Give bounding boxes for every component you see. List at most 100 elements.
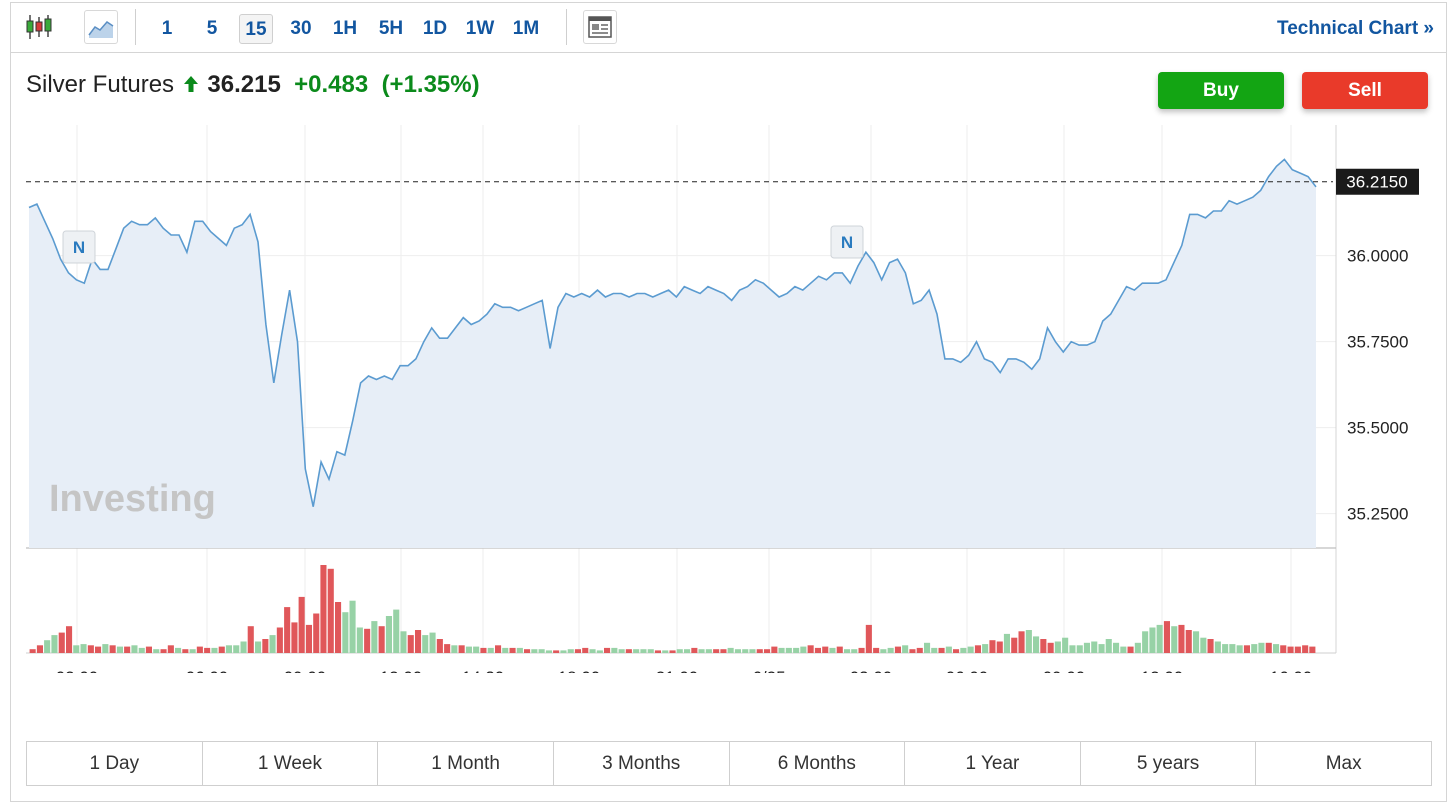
period-15[interactable]: 15: [239, 14, 273, 44]
volume-bar: [1091, 641, 1098, 653]
technical-chart-link[interactable]: Technical Chart »: [1277, 18, 1434, 39]
volume-bar: [538, 649, 545, 653]
buy-button[interactable]: Buy: [1158, 72, 1284, 109]
volume-bar: [458, 645, 465, 653]
instrument-header: Silver Futures 36.215 +0.483 (+1.35%): [26, 71, 480, 100]
range-1-month[interactable]: 1 Month: [378, 742, 554, 785]
volume-bar: [1280, 645, 1287, 653]
volume-bar: [1003, 633, 1010, 653]
range-3-months[interactable]: 3 Months: [554, 742, 730, 785]
volume-bar: [640, 649, 647, 653]
last-price-marker: 36.2150: [26, 168, 1419, 195]
chart-toolbar: 1 5 15 30 1H 5H 1D 1W 1M Technical Chart…: [11, 3, 1446, 53]
volume-bar: [1149, 627, 1156, 653]
volume-bar: [1025, 630, 1032, 653]
volume-bar: [756, 649, 763, 653]
volume-bar: [407, 635, 414, 653]
volume-bar: [582, 647, 589, 653]
svg-text:36.2150: 36.2150: [1346, 173, 1407, 192]
volume-bar: [73, 645, 80, 653]
price-line: [28, 158, 1317, 507]
volume-bar: [974, 645, 981, 653]
volume-bar: [87, 645, 94, 653]
news-panel-icon[interactable]: [583, 10, 617, 44]
period-1w[interactable]: 1W: [465, 18, 495, 39]
period-1m[interactable]: 1M: [512, 18, 540, 39]
volume-bar: [1236, 645, 1243, 653]
volume-bar: [880, 649, 887, 653]
volume-bar: [720, 649, 727, 653]
volume-bar: [596, 650, 603, 653]
volume-bar: [894, 646, 901, 653]
volume-bar: [1127, 646, 1134, 653]
news-marker[interactable]: N: [62, 230, 96, 264]
volume-bar: [1040, 639, 1047, 653]
volume-bar: [349, 600, 356, 653]
range-1-year[interactable]: 1 Year: [905, 742, 1081, 785]
volume-bar: [560, 650, 567, 653]
volume-bar: [1171, 626, 1178, 653]
volume-bar: [873, 647, 880, 653]
period-1d[interactable]: 1D: [422, 18, 448, 39]
period-1[interactable]: 1: [161, 18, 173, 39]
volume-bar: [429, 632, 436, 653]
volume-bar: [1018, 631, 1025, 653]
volume-bar: [1302, 645, 1309, 653]
volume-bar: [58, 632, 65, 653]
volume-bar: [342, 612, 349, 653]
volume-bar: [364, 628, 371, 653]
volume-bar: [44, 640, 51, 653]
volume-bar: [902, 645, 909, 653]
volume-bar: [1011, 637, 1018, 653]
x-tick-label: 03:00: [850, 668, 893, 673]
volume-bar: [378, 626, 385, 653]
volume-bar: [160, 649, 167, 653]
volume-bar: [996, 641, 1003, 653]
volume-bar: [654, 650, 661, 653]
volume-bar: [938, 647, 945, 653]
sell-button[interactable]: Sell: [1302, 72, 1428, 109]
volume-bar: [698, 649, 705, 653]
range-selector: 1 Day 1 Week 1 Month 3 Months 6 Months 1…: [26, 741, 1432, 786]
volume-bar: [36, 645, 43, 653]
volume-bar: [909, 649, 916, 653]
volume-bar: [662, 650, 669, 653]
area-chart-icon[interactable]: [84, 10, 118, 44]
news-marker[interactable]: N: [830, 225, 864, 259]
price-change-percent: (+1.35%): [381, 71, 480, 98]
volume-bar: [327, 568, 334, 653]
range-1-day[interactable]: 1 Day: [27, 742, 203, 785]
volume-bar: [924, 642, 931, 653]
range-max[interactable]: Max: [1325, 753, 1362, 774]
volume-bar: [422, 635, 429, 653]
volume-bar: [676, 649, 683, 653]
watermark-logo: Investing: [49, 478, 216, 520]
period-5[interactable]: 5: [206, 18, 218, 39]
x-tick-label: 06:00: [186, 668, 229, 673]
svg-text:N: N: [841, 233, 853, 252]
volume-bar: [284, 607, 291, 653]
volume-bar: [305, 624, 312, 653]
volume-bar: [778, 647, 785, 653]
range-6-months[interactable]: 6 Months: [730, 742, 906, 785]
volume-bar: [473, 646, 480, 653]
volume-bar: [1265, 642, 1272, 653]
volume-bar: [669, 650, 676, 653]
period-1h[interactable]: 1H: [332, 18, 358, 39]
volume-bar: [1054, 641, 1061, 653]
candlestick-chart-icon[interactable]: [23, 11, 55, 43]
period-30[interactable]: 30: [290, 18, 312, 39]
y-tick-label: 35.2500: [1347, 505, 1408, 524]
volume-bar: [887, 647, 894, 653]
volume-bar: [189, 649, 196, 653]
volume-bar: [785, 647, 792, 653]
volume-bar: [509, 647, 516, 653]
volume-bar: [1156, 624, 1163, 653]
range-5-years[interactable]: 5 years: [1081, 742, 1257, 785]
volume-bar: [1273, 644, 1280, 653]
period-5h[interactable]: 5H: [378, 18, 404, 39]
volume-bar: [1200, 637, 1207, 653]
volume-bar: [1105, 639, 1112, 653]
range-1-week[interactable]: 1 Week: [203, 742, 379, 785]
volume-bar: [960, 647, 967, 653]
